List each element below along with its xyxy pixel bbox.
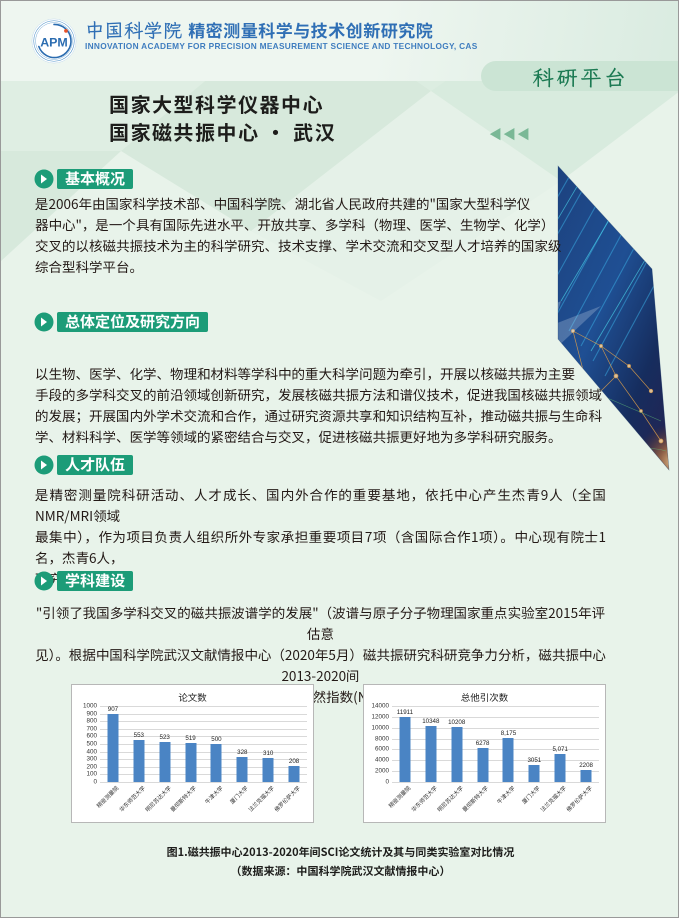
svg-text:APM: APM [40, 36, 68, 50]
